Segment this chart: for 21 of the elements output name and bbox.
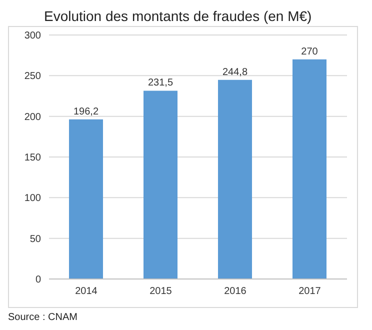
data-label: 231,5 <box>148 78 174 89</box>
data-label: 196,2 <box>73 106 99 118</box>
x-tick-label: 2016 <box>224 286 247 298</box>
y-tick-label: 100 <box>24 193 42 204</box>
y-tick-label: 300 <box>24 30 42 42</box>
bar <box>144 90 178 279</box>
chart-title: Evolution des montants de fraudes (en M€) <box>43 8 313 26</box>
source-note: Source : CNAM <box>8 312 78 323</box>
y-tick-label: 200 <box>24 112 42 123</box>
y-tick-label: 0 <box>35 274 42 286</box>
y-tick-label: 250 <box>24 71 42 82</box>
x-tick-label: 2014 <box>75 286 98 298</box>
bar <box>69 119 103 279</box>
data-label: 244,8 <box>222 66 248 78</box>
y-tick-label: 50 <box>30 234 42 245</box>
data-label: 270 <box>301 46 318 58</box>
x-tick-label: 2017 <box>298 286 322 298</box>
x-tick-label: 2015 <box>150 286 172 298</box>
bar <box>218 80 252 279</box>
bar <box>292 59 326 279</box>
y-tick-label: 150 <box>24 152 42 164</box>
